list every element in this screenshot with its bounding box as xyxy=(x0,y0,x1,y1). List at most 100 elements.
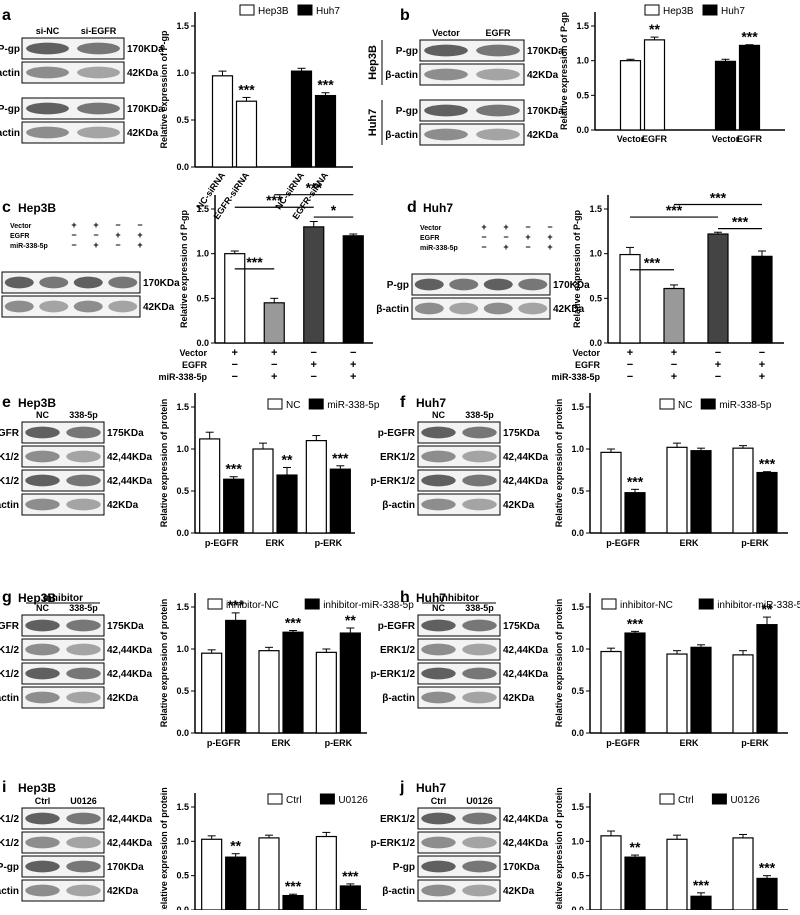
bar xyxy=(600,650,622,734)
blot-band xyxy=(462,691,497,704)
blot-band xyxy=(462,450,497,463)
y-tick-label: 0.5 xyxy=(576,90,589,100)
y-tick-label: 1.5 xyxy=(571,402,584,412)
bar xyxy=(624,632,646,734)
panel-letter: a xyxy=(2,7,11,24)
blot-condition-label: miR-338-5p xyxy=(420,245,458,252)
panel-letter: h xyxy=(400,589,410,606)
y-tick-label: 0.0 xyxy=(571,528,584,538)
significance-marker: *** xyxy=(644,255,661,271)
blot-protein-label: β-actin xyxy=(385,70,418,81)
y-tick-label: 1.0 xyxy=(176,644,189,654)
legend-swatch xyxy=(319,793,335,805)
blot-kda-label: 42,44KDa xyxy=(107,838,152,849)
blot-band xyxy=(66,619,101,632)
blot-kda-label: 42KDa xyxy=(107,500,139,511)
condition-sign: − xyxy=(671,359,677,371)
significance-marker: *** xyxy=(285,878,302,894)
blot-kda-label: 170KDa xyxy=(503,862,540,873)
bar xyxy=(600,451,622,534)
y-tick-label: 0.0 xyxy=(176,905,189,910)
legend-swatch xyxy=(308,398,324,410)
blot-protein-label: β-actin xyxy=(382,500,415,511)
blot-band xyxy=(66,450,101,463)
bar xyxy=(663,287,685,344)
blot-kda-label: 175KDa xyxy=(503,428,540,439)
y-axis-label: Relative expression of protein xyxy=(554,599,564,728)
x-tick-label: EGFR xyxy=(737,134,763,144)
bar-chart-g: 0.0 0.5 1.0 1.5 Relative expression of prote… xyxy=(159,593,414,748)
blot-protein-label: P-gp xyxy=(387,280,409,291)
y-tick-label: 1.5 xyxy=(576,21,589,31)
blot-condition-label: Vector xyxy=(420,225,442,232)
blot-kda-label: 42KDa xyxy=(503,500,535,511)
legend-label: inhibitor-NC xyxy=(620,600,673,611)
condition-sign: − xyxy=(311,347,317,359)
blot-lane-label: Ctrl xyxy=(35,796,51,806)
bar xyxy=(339,632,361,734)
y-tick-label: 1.0 xyxy=(196,249,209,259)
bar xyxy=(707,233,729,344)
bar xyxy=(756,624,778,734)
significance-marker: ** xyxy=(282,451,293,467)
blot-protein-label: β-actin xyxy=(0,500,19,511)
legend-swatch xyxy=(711,793,727,805)
blot-strip-β-actin xyxy=(21,61,125,84)
y-tick-label: 0.0 xyxy=(571,728,584,738)
condition-sign: + xyxy=(271,347,277,359)
blot-protein-label: p-ERK1/2 xyxy=(371,669,416,680)
blot-condition-sign: + xyxy=(481,222,486,232)
blot-strip-P-gp xyxy=(411,273,551,296)
blot-band xyxy=(421,860,456,873)
blot-lane-label: NC xyxy=(432,603,445,613)
significance-marker: *** xyxy=(666,202,683,218)
blot-protein-label: ERK1/2 xyxy=(380,645,415,656)
blot-condition-sign: + xyxy=(503,222,508,232)
condition-sign: + xyxy=(759,371,765,383)
blot-band xyxy=(4,300,34,313)
blot-band xyxy=(66,812,101,825)
blot-protein-label: β-actin xyxy=(376,304,409,315)
y-axis-label: Relative expression of protein xyxy=(554,399,564,528)
significance-marker: *** xyxy=(238,81,255,97)
significance-marker: ** xyxy=(649,21,660,37)
bar xyxy=(199,438,221,534)
y-tick-label: 1.0 xyxy=(571,644,584,654)
blot-kda-label: 42KDa xyxy=(503,886,535,897)
blot-kda-label: 42,44KDa xyxy=(107,452,152,463)
blot-condition-sign: + xyxy=(503,242,508,252)
blot-band xyxy=(66,667,101,680)
bar xyxy=(282,894,304,911)
significance-marker: *** xyxy=(732,214,749,230)
blot-band xyxy=(66,691,101,704)
y-tick-label: 1.5 xyxy=(176,402,189,412)
cell-line-label: Hep3B xyxy=(18,201,56,215)
bar xyxy=(624,856,646,911)
y-tick-label: 0.5 xyxy=(571,871,584,881)
bar-chart-h: 0.0 0.5 1.0 1.5 Relative expression of prote… xyxy=(554,593,800,748)
blot-kda-label: 175KDa xyxy=(107,621,144,632)
bar xyxy=(619,253,641,344)
legend-label: inhibitor-NC xyxy=(226,600,279,611)
condition-label: miR-338-5p xyxy=(158,372,207,382)
y-tick-label: 0.0 xyxy=(176,528,189,538)
y-tick-label: 1.5 xyxy=(176,21,189,31)
condition-sign: − xyxy=(311,371,317,383)
x-category-label: p-EGFR xyxy=(606,738,640,748)
blot-kda-label: 170KDa xyxy=(107,862,144,873)
bar xyxy=(314,94,337,168)
blot-kda-label: 42,44KDa xyxy=(503,476,548,487)
cell-line-label: Huh7 xyxy=(416,781,446,795)
blot-band xyxy=(108,300,138,313)
blot-strip-p-ERK1/2 xyxy=(417,831,501,854)
legend-label: Huh7 xyxy=(721,6,745,17)
condition-sign: + xyxy=(350,371,356,383)
bar xyxy=(258,837,280,911)
bar xyxy=(329,468,351,534)
blot-band xyxy=(39,300,69,313)
panel-letter: c xyxy=(2,199,11,216)
